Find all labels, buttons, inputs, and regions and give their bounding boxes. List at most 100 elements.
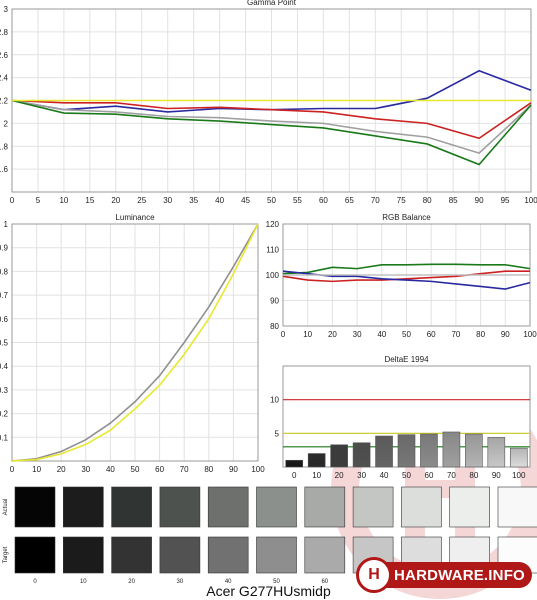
x-tick-label: 60: [155, 465, 164, 474]
series-line-3: [11, 99, 532, 166]
x-tick-label: 75: [397, 196, 406, 205]
x-tick-label: 90: [501, 330, 510, 339]
row-label: Actual: [3, 499, 9, 516]
y-tick-label: 2.2: [0, 97, 9, 106]
page-title: Acer G277HUsmidp: [206, 583, 331, 599]
logo-text: HARDWARE.INFO: [394, 566, 525, 584]
bar-70: [442, 431, 461, 468]
x-tick-label: 45: [241, 196, 250, 205]
x-tick-label: 10: [303, 330, 312, 339]
series-line-0: [282, 270, 530, 283]
x-tick-label: 35: [189, 196, 198, 205]
swatch-target-60: [304, 536, 346, 574]
x-tick-label: 90: [492, 471, 501, 480]
x-tick-label: 15: [85, 196, 94, 205]
y-tick-label: 90: [270, 297, 279, 306]
x-tick-label: 20: [57, 465, 66, 474]
bar-0: [285, 459, 304, 468]
x-tick-label: 60: [319, 196, 328, 205]
bar-100: [509, 447, 528, 468]
series-line-1: [11, 99, 532, 140]
x-tick-label: 55: [293, 196, 302, 205]
swatch-actual-90: [449, 486, 491, 528]
chart-title: RGB Balance: [382, 213, 431, 222]
y-tick-label: 120: [266, 220, 280, 229]
y-tick-label: 0.2: [0, 410, 9, 419]
y-tick-label: 10: [270, 396, 279, 405]
x-tick-label: 20: [111, 196, 120, 205]
x-tick-label: 0: [10, 196, 15, 205]
swatch-actual-10: [62, 486, 104, 528]
y-tick-label: 3: [4, 5, 9, 14]
x-tick-label: 5: [36, 196, 41, 205]
y-tick-label: 0.3: [0, 386, 9, 395]
bar-60: [420, 433, 438, 468]
series-line-2: [11, 99, 532, 155]
y-tick-label: 5: [275, 429, 280, 438]
bar-20: [330, 444, 348, 468]
y-tick-label: 100: [266, 271, 280, 280]
swatch-actual-40: [207, 486, 249, 528]
x-tick-label: 95: [501, 196, 510, 205]
y-tick-label: 0.9: [0, 244, 9, 253]
y-tick-label: 80: [270, 322, 279, 331]
x-tick-label: 60: [425, 471, 434, 480]
x-tick-label: 40: [377, 330, 386, 339]
series-line-1: [282, 263, 531, 275]
x-tick-label: 70: [451, 330, 460, 339]
swatch-label: 50: [273, 579, 280, 585]
swatch-label: 10: [80, 579, 87, 585]
x-tick-label: 80: [476, 330, 485, 339]
x-tick-label: 30: [357, 471, 366, 480]
swatch-label: 20: [128, 579, 135, 585]
logo-circle-icon: H: [356, 557, 392, 593]
x-tick-label: 50: [402, 330, 411, 339]
x-tick-label: 70: [447, 471, 456, 480]
chart-title: Luminance: [115, 213, 155, 222]
y-tick-label: 1.8: [0, 142, 9, 151]
y-tick-label: 0.7: [0, 291, 9, 300]
x-tick-label: 0: [281, 330, 286, 339]
y-tick-label: 1: [4, 220, 9, 229]
y-tick-label: 2.6: [0, 51, 9, 60]
x-tick-label: 30: [353, 330, 362, 339]
x-tick-label: 25: [137, 196, 146, 205]
x-tick-label: 10: [59, 196, 68, 205]
swatch-actual-60: [304, 486, 346, 528]
x-tick-label: 80: [469, 471, 478, 480]
x-tick-label: 10: [32, 465, 41, 474]
x-tick-label: 30: [81, 465, 90, 474]
y-tick-label: 2.4: [0, 74, 9, 83]
x-tick-label: 90: [229, 465, 238, 474]
x-tick-label: 90: [475, 196, 484, 205]
y-tick-label: 0.6: [0, 315, 9, 324]
bar-80: [465, 433, 483, 468]
x-tick-label: 0: [10, 465, 15, 474]
row-label: Target: [3, 546, 9, 563]
chart-title: DeltaE 1994: [384, 355, 429, 364]
x-tick-label: 40: [106, 465, 115, 474]
swatch-actual-0: [14, 486, 56, 528]
x-tick-label: 50: [267, 196, 276, 205]
swatch-label: 30: [177, 579, 184, 585]
series-line-1: [11, 223, 259, 462]
x-tick-label: 60: [427, 330, 436, 339]
x-tick-label: 50: [402, 471, 411, 480]
x-tick-label: 100: [524, 196, 537, 205]
swatch-actual-100: [497, 486, 537, 528]
x-tick-label: 40: [380, 471, 389, 480]
y-tick-label: 2: [4, 119, 9, 128]
swatch-target-0: [14, 536, 56, 574]
luminance-chart: 0 10 20 30 40 50 60 70 80 90 100 0.1 0.2 0.3 0.4 0.5 0.6…: [0, 213, 265, 474]
x-tick-label: 30: [163, 196, 172, 205]
bar-40: [375, 435, 393, 468]
rgb-balance-chart: 0 10 20 30 40 50 60 70 80 90 100 80 90 100 110 120 RGB B…: [266, 213, 537, 339]
x-tick-label: 70: [371, 196, 380, 205]
y-tick-label: 2.8: [0, 28, 9, 37]
bar-50: [397, 434, 416, 468]
x-tick-label: 80: [204, 465, 213, 474]
swatch-actual-20: [111, 486, 152, 528]
chart-title: Gamma Point: [247, 0, 297, 7]
x-tick-label: 40: [215, 196, 224, 205]
